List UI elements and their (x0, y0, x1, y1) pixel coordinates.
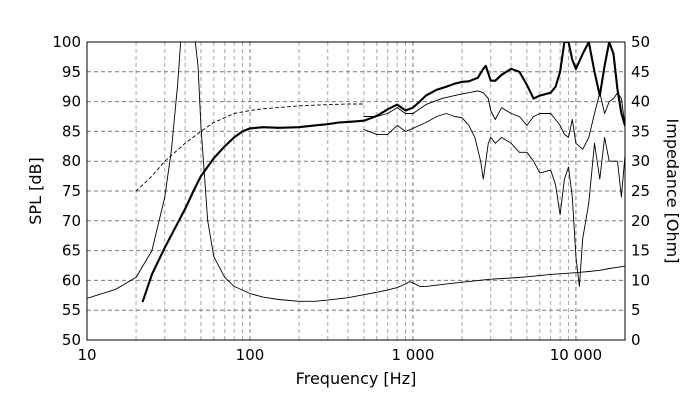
y2-tick-label: 30 (631, 152, 650, 170)
y-tick-label: 55 (62, 301, 81, 319)
series-line-3 (363, 90, 625, 150)
y-tick-label: 75 (62, 182, 81, 200)
y2-tick-label: 40 (631, 93, 650, 111)
tick-labels: 10 100 1 000 10 000 50 55 60 65 70 75 80 85 90 95 100 0… (52, 33, 650, 364)
series-line-4 (363, 113, 625, 287)
y-tick-label: 65 (62, 242, 81, 260)
y-tick-label: 80 (62, 152, 81, 170)
y-axis-title: SPL [dB] (26, 157, 45, 224)
x-tick-label: 10 000 (550, 346, 603, 364)
y2-axis-title: Impedance [Ohm] (663, 119, 682, 264)
y2-tick-label: 35 (631, 122, 650, 140)
plot-frame (86, 41, 626, 341)
y-tick-label: 60 (62, 271, 81, 289)
x-tick-label: 100 (236, 346, 265, 364)
y2-tick-label: 5 (631, 301, 641, 319)
x-axis-title: Frequency [Hz] (296, 369, 417, 388)
y2-tick-label: 10 (631, 271, 650, 289)
y-tick-label: 70 (62, 212, 81, 230)
y-tick-label: 85 (62, 122, 81, 140)
series-line-2 (135, 103, 365, 192)
series-line-5 (87, 42, 625, 302)
y2-tick-label: 15 (631, 242, 650, 260)
x-tick-label: 1 000 (391, 346, 434, 364)
y2-tick-label: 20 (631, 212, 650, 230)
curves (87, 42, 625, 303)
y-tick-label: 90 (62, 93, 81, 111)
y2-tick-label: 50 (631, 33, 650, 51)
y2-tick-label: 0 (631, 331, 641, 349)
y-tick-label: 100 (52, 33, 81, 51)
series-line-1 (141, 42, 625, 303)
grid (87, 42, 625, 340)
y2-tick-label: 45 (631, 63, 650, 81)
y-tick-label: 50 (62, 331, 81, 349)
y-tick-label: 95 (62, 63, 81, 81)
y2-tick-label: 25 (631, 182, 650, 200)
x-tick-label: 10 (77, 346, 96, 364)
